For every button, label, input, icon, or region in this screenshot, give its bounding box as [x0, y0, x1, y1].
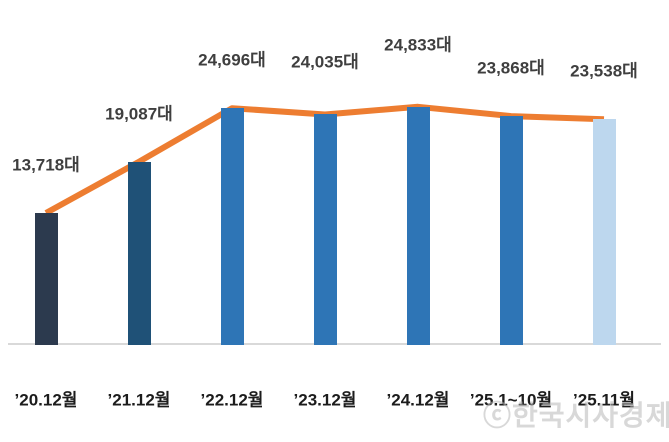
bar-4 — [313, 114, 337, 345]
x-axis-label-4: ’23.12월 — [293, 390, 357, 410]
data-label-7: 23,538대 — [570, 61, 638, 81]
data-label-3: 24,696대 — [198, 50, 266, 70]
bar-5 — [406, 106, 430, 345]
bar-2 — [127, 161, 151, 345]
bar-7 — [592, 119, 616, 345]
data-label-1: 13,718대 — [12, 155, 80, 175]
bar-3 — [220, 108, 244, 345]
bar-1 — [34, 212, 58, 345]
x-axis-label-6: ’25.1~10월 — [469, 390, 553, 410]
x-axis-label-7: ’25.11월 — [573, 390, 635, 410]
data-label-4: 24,035대 — [291, 52, 359, 72]
x-axis-label-2: ’21.12월 — [107, 390, 171, 410]
bar-6 — [499, 116, 523, 345]
data-label-2: 19,087대 — [105, 104, 173, 124]
x-axis-label-5: ’24.12월 — [386, 390, 450, 410]
data-label-6: 23,868대 — [477, 58, 545, 78]
data-label-5: 24,833대 — [384, 35, 452, 55]
x-axis-label-3: ’22.12월 — [200, 390, 264, 410]
x-axis-label-1: ’20.12월 — [14, 390, 78, 410]
